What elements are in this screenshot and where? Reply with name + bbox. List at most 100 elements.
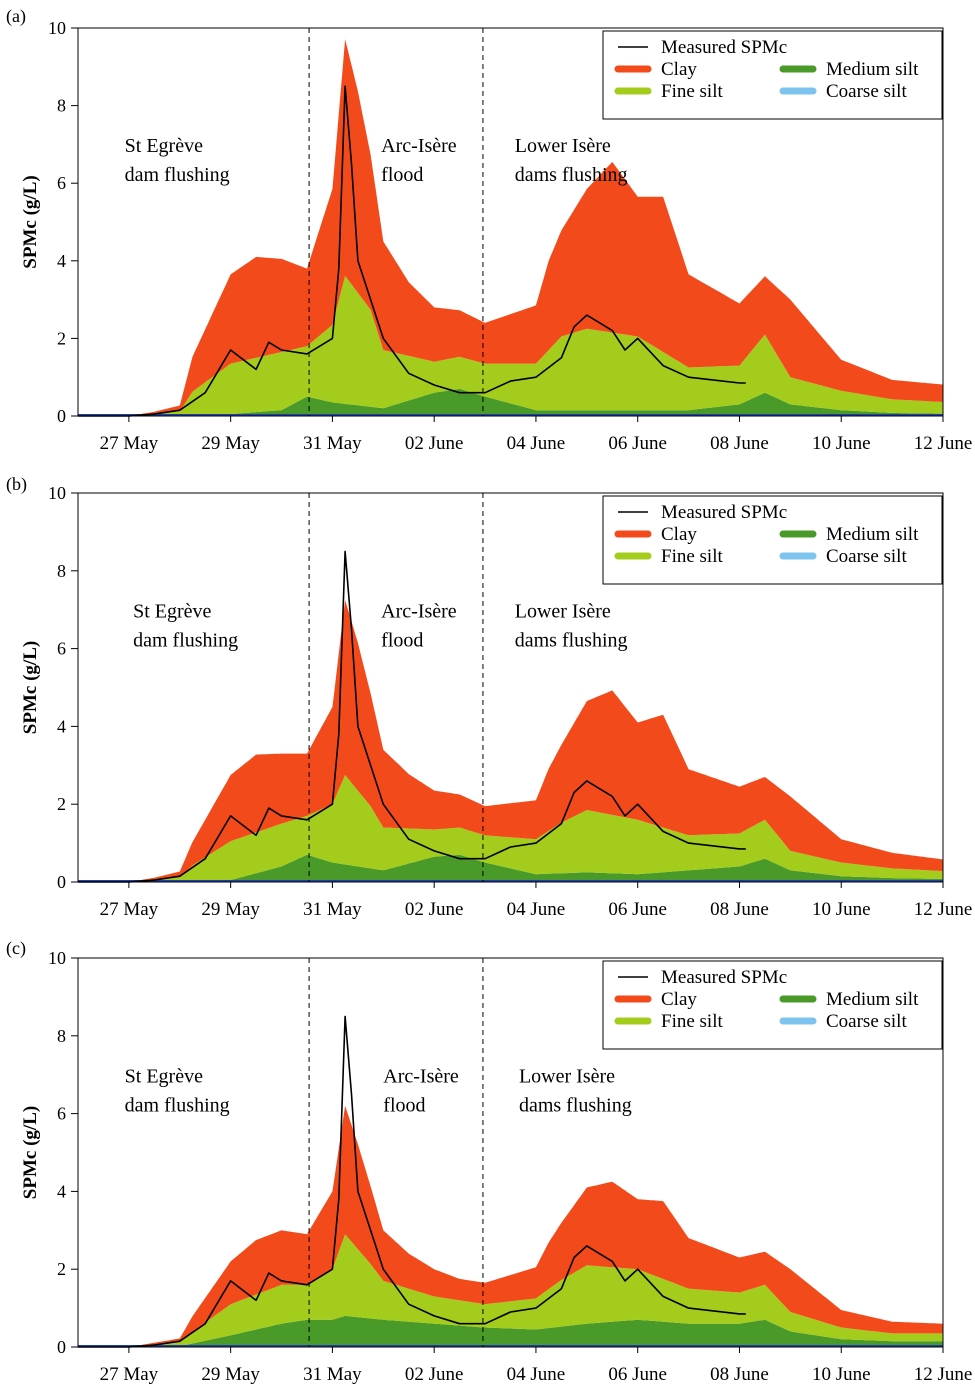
panel-letter: (c) bbox=[6, 938, 26, 959]
event-annotation-2: flood bbox=[381, 629, 423, 651]
x-tick-label: 31 May bbox=[303, 433, 362, 454]
legend-label-clay: Clay bbox=[661, 989, 697, 1010]
y-tick-label: 8 bbox=[57, 561, 66, 581]
y-tick-label: 6 bbox=[57, 1104, 66, 1124]
x-tick-label: 04 June bbox=[507, 1364, 566, 1385]
y-tick-label: 10 bbox=[48, 948, 66, 968]
legend-label-measured: Measured SPMc bbox=[661, 967, 787, 988]
x-tick-label: 08 June bbox=[710, 1364, 769, 1385]
x-tick-label: 06 June bbox=[608, 1364, 667, 1385]
y-tick-label: 6 bbox=[57, 173, 66, 193]
x-tick-label: 04 June bbox=[507, 899, 566, 920]
y-tick-label: 0 bbox=[57, 406, 66, 426]
event-annotation-2: Arc-Isère bbox=[383, 1065, 459, 1087]
event-annotation-3: dams flushing bbox=[515, 164, 628, 186]
x-tick-label: 31 May bbox=[303, 1364, 362, 1385]
fine-silt-area bbox=[78, 1234, 943, 1347]
y-tick-label: 2 bbox=[57, 794, 66, 814]
y-tick-label: 0 bbox=[57, 872, 66, 892]
event-annotation-3: dams flushing bbox=[515, 629, 628, 651]
x-tick-label: 31 May bbox=[303, 899, 362, 920]
legend-label-fine-silt: Fine silt bbox=[661, 1011, 723, 1032]
clay-area bbox=[78, 39, 943, 416]
x-tick-label: 27 May bbox=[100, 433, 159, 454]
x-tick-label: 10 June bbox=[812, 1364, 871, 1385]
plot-frame bbox=[77, 957, 944, 1348]
y-tick-label: 10 bbox=[48, 483, 66, 503]
y-axis-label: SPMc (g/L) bbox=[20, 175, 41, 268]
y-tick-label: 8 bbox=[57, 96, 66, 116]
y-axis-label: SPMc (g/L) bbox=[20, 1106, 41, 1199]
medium-silt-area bbox=[78, 1315, 943, 1347]
event-annotation-3: dams flushing bbox=[519, 1094, 632, 1116]
x-tick-label: 04 June bbox=[507, 433, 566, 454]
event-annotation-3: Lower Isère bbox=[519, 1065, 615, 1087]
x-tick-label: 29 May bbox=[201, 899, 260, 920]
event-annotation-1: St Egrève bbox=[125, 1065, 203, 1087]
legend-label-medium-silt: Medium silt bbox=[826, 989, 919, 1010]
y-tick-label: 4 bbox=[57, 1181, 66, 1201]
x-tick-label: 06 June bbox=[608, 899, 667, 920]
event-annotation-3: Lower Isère bbox=[515, 135, 611, 157]
panel-letter: (b) bbox=[6, 474, 27, 495]
event-annotation-2: flood bbox=[383, 1094, 425, 1116]
x-tick-label: 12 June bbox=[914, 899, 973, 920]
clay-area bbox=[78, 600, 943, 882]
x-tick-label: 10 June bbox=[812, 433, 871, 454]
y-tick-label: 0 bbox=[57, 1337, 66, 1357]
x-tick-label: 02 June bbox=[405, 1364, 464, 1385]
panel-2: (b) 0 2 4 6 8 10 27 May 29 May 31 May 02 June 04 Ju… bbox=[6, 474, 972, 920]
event-annotation-2: flood bbox=[381, 164, 423, 186]
legend-label-measured: Measured SPMc bbox=[661, 37, 787, 58]
legend-box bbox=[602, 960, 943, 1050]
event-annotation-1: dam flushing bbox=[133, 629, 238, 651]
x-tick-label: 06 June bbox=[608, 433, 667, 454]
panel-1: (a) 0 2 4 6 8 10 27 May 29 May 31 May 02 June 04 Ju… bbox=[6, 6, 972, 454]
legend-label-coarse-silt: Coarse silt bbox=[826, 81, 907, 102]
event-annotation-2: Arc-Isère bbox=[381, 135, 457, 157]
panel-3: (c) 0 2 4 6 8 10 27 May 29 May 31 May 02 June 04 Ju… bbox=[6, 938, 972, 1385]
x-tick-label: 12 June bbox=[914, 1364, 973, 1385]
event-annotation-3: Lower Isère bbox=[515, 600, 611, 622]
legend-label-clay: Clay bbox=[661, 59, 697, 80]
legend-box bbox=[602, 30, 943, 120]
plot-frame bbox=[77, 27, 944, 417]
legend-label-medium-silt: Medium silt bbox=[826, 59, 919, 80]
legend-label-coarse-silt: Coarse silt bbox=[826, 1011, 907, 1032]
y-tick-label: 4 bbox=[57, 251, 66, 271]
event-annotation-2: Arc-Isère bbox=[381, 600, 457, 622]
y-tick-label: 6 bbox=[57, 639, 66, 659]
legend-label-measured: Measured SPMc bbox=[661, 502, 787, 523]
medium-silt-area bbox=[78, 388, 943, 416]
x-tick-label: 02 June bbox=[405, 899, 464, 920]
x-tick-label: 08 June bbox=[710, 899, 769, 920]
y-tick-label: 10 bbox=[48, 18, 66, 38]
legend-label-medium-silt: Medium silt bbox=[826, 524, 919, 545]
measured-spmc-line bbox=[78, 1015, 746, 1348]
event-annotation-1: dam flushing bbox=[125, 164, 230, 186]
x-tick-label: 08 June bbox=[710, 433, 769, 454]
x-tick-label: 29 May bbox=[201, 1364, 260, 1385]
x-tick-label: 27 May bbox=[100, 1364, 159, 1385]
panel-letter: (a) bbox=[6, 6, 26, 27]
event-annotation-1: dam flushing bbox=[125, 1094, 230, 1116]
y-tick-label: 8 bbox=[57, 1026, 66, 1046]
legend-label-fine-silt: Fine silt bbox=[661, 81, 723, 102]
legend-label-fine-silt: Fine silt bbox=[661, 546, 723, 567]
x-tick-label: 02 June bbox=[405, 433, 464, 454]
y-tick-label: 2 bbox=[57, 328, 66, 348]
event-annotation-1: St Egrève bbox=[125, 135, 203, 157]
measured-spmc-line bbox=[78, 85, 746, 417]
y-tick-label: 4 bbox=[57, 716, 66, 736]
y-axis-label: SPMc (g/L) bbox=[20, 641, 41, 734]
x-tick-label: 12 June bbox=[914, 433, 973, 454]
measured-spmc-line bbox=[78, 550, 746, 883]
fine-silt-area bbox=[78, 775, 943, 882]
legend-label-coarse-silt: Coarse silt bbox=[826, 546, 907, 567]
y-tick-label: 2 bbox=[57, 1259, 66, 1279]
legend-box bbox=[602, 495, 943, 585]
legend-label-clay: Clay bbox=[661, 524, 697, 545]
x-tick-label: 10 June bbox=[812, 899, 871, 920]
plot-frame bbox=[77, 492, 944, 883]
